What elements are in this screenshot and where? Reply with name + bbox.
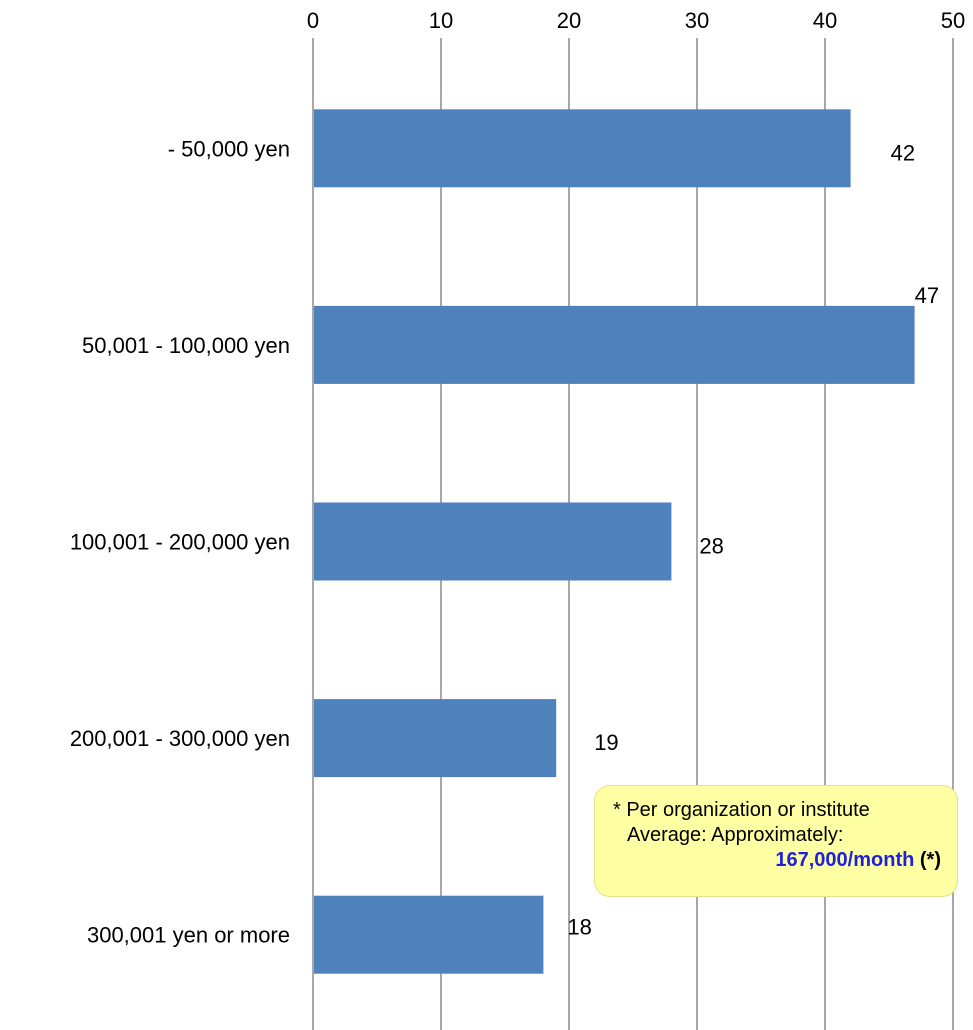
note-line-3: 167,000/month (*)	[613, 848, 943, 873]
category-label-0: - 50,000 yen	[168, 136, 290, 161]
data-labels: 42 47 28 19 18	[567, 140, 939, 939]
data-label-3: 19	[594, 730, 618, 755]
note-line-2: Average: Approximately:	[627, 824, 844, 846]
x-tick-label-20: 20	[557, 8, 581, 33]
note-callout: * Per organization or institute Average:…	[594, 785, 958, 897]
bar-3	[314, 699, 557, 778]
category-label-3: 200,001 - 300,000 yen	[70, 726, 290, 751]
x-axis-ticks: 0 10 20 30 40 50	[307, 8, 965, 33]
category-label-2: 100,001 - 200,000 yen	[70, 530, 290, 555]
bars	[314, 109, 915, 974]
note-line-1: * Per organization or institute	[613, 799, 870, 821]
data-label-1: 47	[915, 283, 939, 308]
bar-2	[314, 502, 672, 581]
note-average-value: 167,000/month	[775, 849, 915, 871]
bar-4	[314, 895, 544, 974]
category-label-4: 300,001 yen or more	[87, 923, 290, 948]
x-tick-label-10: 10	[429, 8, 453, 33]
data-label-2: 28	[699, 534, 723, 559]
category-label-1: 50,001 - 100,000 yen	[82, 333, 290, 358]
x-tick-label-50: 50	[941, 8, 965, 33]
x-tick-label-40: 40	[813, 8, 837, 33]
x-tick-label-30: 30	[685, 8, 709, 33]
note-suffix: (*)	[914, 849, 941, 871]
bar-1	[314, 305, 915, 384]
data-label-4: 18	[567, 915, 591, 940]
x-tick-label-0: 0	[307, 8, 319, 33]
data-label-0: 42	[891, 140, 915, 165]
category-labels: - 50,000 yen 50,001 - 100,000 yen 100,001 …	[70, 136, 290, 947]
bar-0	[314, 109, 851, 188]
